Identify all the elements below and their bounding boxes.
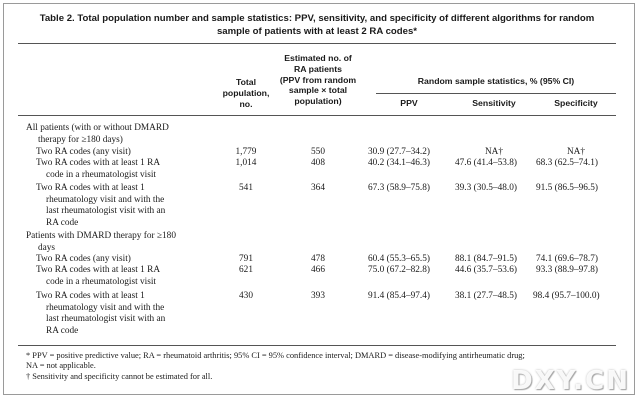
cell-specificity: 68.3 (62.5–74.1) [536, 158, 598, 168]
cell-sensitivity: 88.1 (84.7–91.5) [455, 254, 517, 264]
footnote-abbreviations: * PPV = positive predictive value; RA = … [26, 351, 525, 360]
row-label: Two RA codes with at least 1 RA code in … [36, 158, 161, 180]
cell-estimated: 550 [311, 147, 325, 157]
cell-specificity: 98.4 (95.7–100.0) [533, 291, 600, 301]
group-label-dmard-patients: Patients with DMARD therapy for ≥180 day… [26, 231, 176, 253]
cell-total: 1,014 [235, 158, 257, 168]
cell-estimated: 478 [311, 254, 325, 264]
cell-sensitivity: NA† [484, 147, 504, 157]
cell-total: 430 [239, 291, 253, 301]
cell-estimated: 466 [311, 265, 325, 275]
cell-ppv: 75.0 (67.2–82.8) [368, 265, 430, 275]
row-label: Two RA codes with at least 1 rheumatolog… [36, 183, 166, 228]
header-top-rule [18, 43, 616, 44]
cell-total: 541 [239, 183, 253, 193]
cell-specificity: 93.3 (88.9–97.8) [536, 265, 598, 275]
cell-specificity: 91.5 (86.5–96.5) [536, 183, 598, 193]
row-label: Two RA codes with at least 1 RA code in … [36, 265, 161, 287]
caption-line-1: Table 2. Total population number and sam… [39, 13, 595, 24]
header-total-population: Total population, no. [222, 77, 270, 109]
header-specificity: Specificity [554, 98, 598, 108]
cell-ppv: 67.3 (58.9–75.8) [368, 183, 430, 193]
cell-ppv: 91.4 (85.4–97.4) [368, 291, 430, 301]
header-random-sample-statistics: Random sample statistics, % (95% CI) [417, 76, 575, 86]
cell-ppv: 40.2 (34.1–46.3) [368, 158, 430, 168]
header-estimated-ra-patients: Estimated no. of RA patients (PPV from r… [279, 53, 357, 107]
caption-line-2: sample of patients with at least 2 RA co… [216, 25, 418, 37]
cell-estimated: 364 [311, 183, 325, 193]
footnote-dagger: † Sensitivity and specificity cannot be … [26, 372, 213, 381]
cell-total: 1,779 [235, 147, 257, 157]
spanner-rule [376, 93, 616, 94]
group-label-all-patients: All patients (with or without DMARD ther… [26, 123, 169, 145]
cell-ppv: 30.9 (27.7–34.2) [368, 147, 430, 157]
cell-total: 621 [239, 265, 253, 275]
row-label: Two RA codes (any visit) [36, 254, 131, 264]
cell-sensitivity: 44.6 (35.7–53.6) [455, 265, 517, 275]
header-bottom-rule [18, 115, 616, 116]
cell-total: 791 [239, 254, 253, 264]
row-label: Two RA codes (any visit) [36, 147, 131, 157]
header-sensitivity: Sensitivity [472, 98, 516, 108]
cell-estimated: 393 [311, 291, 325, 301]
cell-sensitivity: 38.1 (27.7–48.5) [455, 291, 517, 301]
table-frame [3, 3, 635, 395]
cell-estimated: 408 [311, 158, 325, 168]
header-ppv: PPV [400, 98, 418, 108]
table-bottom-rule [18, 345, 616, 346]
cell-specificity: NA† [566, 147, 586, 157]
table-caption: Table 2. Total population number and sam… [12, 13, 622, 38]
cell-sensitivity: 47.6 (41.4–53.8) [455, 158, 517, 168]
watermark: DXY.CN [511, 366, 630, 396]
cell-sensitivity: 39.3 (30.5–48.0) [455, 183, 517, 193]
row-label: Two RA codes with at least 1 rheumatolog… [36, 291, 166, 336]
cell-ppv: 60.4 (55.3–65.5) [368, 254, 430, 264]
cell-specificity: 74.1 (69.6–78.7) [536, 254, 598, 264]
footnote-na: NA = not applicable. [26, 361, 96, 370]
